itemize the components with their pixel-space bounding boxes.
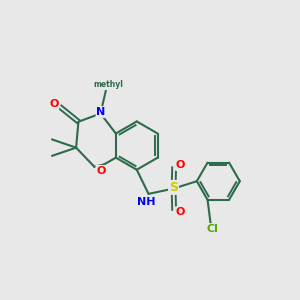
Text: N: N <box>97 107 106 117</box>
Text: methyl: methyl <box>94 80 124 89</box>
Text: O: O <box>96 166 106 176</box>
Text: S: S <box>169 181 178 194</box>
Text: O: O <box>176 160 185 170</box>
Text: O: O <box>49 99 58 109</box>
Text: NH: NH <box>137 196 155 206</box>
Text: O: O <box>176 207 185 217</box>
Text: Cl: Cl <box>206 224 218 234</box>
